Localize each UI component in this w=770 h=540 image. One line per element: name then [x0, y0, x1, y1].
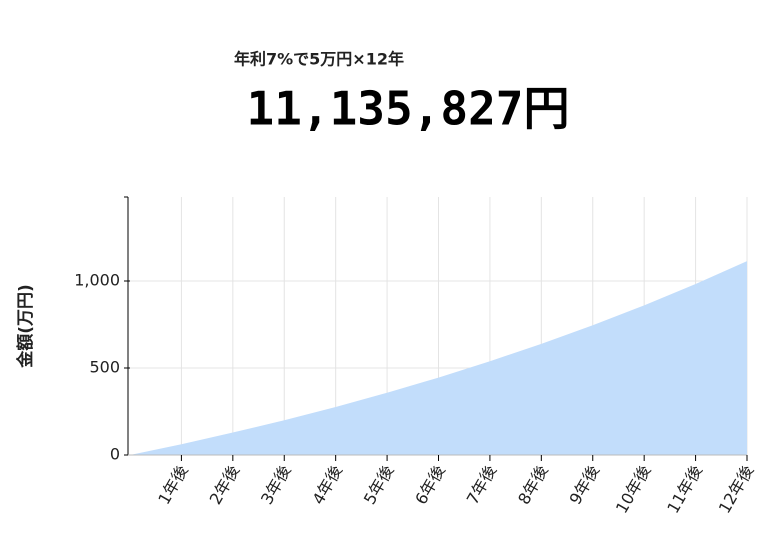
x-tick-label: 8年後: [514, 462, 552, 508]
x-tick-label: 1年後: [154, 462, 192, 508]
y-axis-label: 金額(万円): [15, 284, 36, 369]
x-tick-label: 4年後: [308, 462, 346, 508]
x-tick-label: 3年後: [257, 462, 295, 508]
x-tick-label: 5年後: [360, 462, 398, 508]
total-amount: 11,135,827円: [247, 82, 570, 136]
x-tick-label: 10年後: [612, 462, 655, 517]
y-tick-label: 500: [89, 358, 120, 377]
x-tick-label: 11年後: [663, 462, 706, 517]
area: [130, 261, 747, 455]
chart-title: 年利7%で5万円×12年: [234, 50, 404, 69]
x-tick-label: 2年後: [206, 462, 244, 508]
x-tick-label: 9年後: [566, 462, 604, 508]
x-tick-label: 12年後: [715, 462, 758, 517]
x-tick-label: 6年後: [411, 462, 449, 508]
x-tick-label: 7年後: [463, 462, 501, 508]
y-tick-label: 0: [110, 445, 120, 464]
y-tick-label: 1,000: [74, 271, 120, 290]
